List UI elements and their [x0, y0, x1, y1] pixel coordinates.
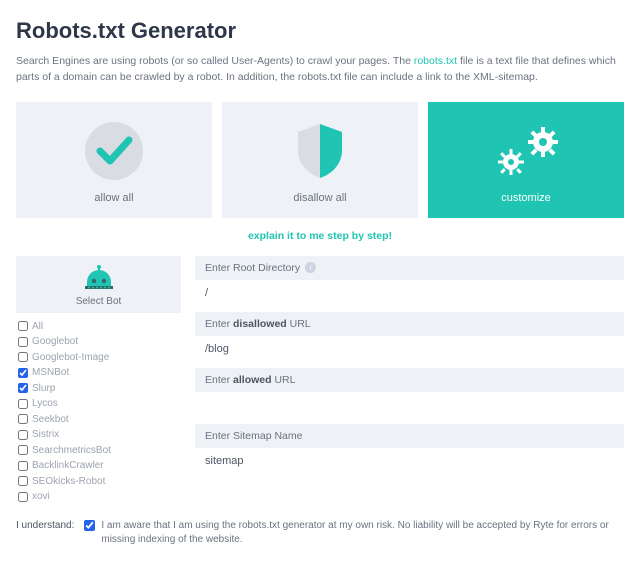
bot-item[interactable]: All	[18, 319, 181, 335]
bot-item[interactable]: Googlebot	[18, 334, 181, 350]
allow-all-label: allow all	[94, 192, 133, 204]
shield-icon	[292, 120, 348, 182]
bot-item-label: Googlebot-Image	[32, 350, 109, 366]
sitemap-label: Enter Sitemap Name	[195, 424, 624, 448]
bot-checkbox[interactable]	[18, 383, 28, 393]
bot-checkbox[interactable]	[18, 414, 28, 424]
bot-item[interactable]: SearchmetricsBot	[18, 443, 181, 459]
checkmark-icon	[83, 120, 145, 182]
consent-label: I understand:	[16, 519, 74, 531]
allowed-url-input[interactable]	[195, 392, 624, 418]
allowed-url-group: Enter allowed URL	[195, 368, 624, 418]
bot-item-label: SEOkicks-Robot	[32, 474, 105, 490]
disallow-label-bold: disallowed	[233, 318, 287, 330]
explain-link[interactable]: explain it to me step by step!	[16, 230, 624, 242]
bot-list: AllGooglebotGooglebot-ImageMSNBotSlurpLy…	[16, 313, 181, 507]
robots-txt-link[interactable]: robots.txt	[414, 55, 457, 67]
bot-item-label: Slurp	[32, 381, 55, 397]
bot-item-label: All	[32, 319, 43, 335]
page-title: Robots.txt Generator	[16, 18, 624, 44]
allow-label-pre: Enter	[205, 374, 233, 386]
root-directory-label: Enter Root Directory i	[195, 256, 624, 280]
bot-item[interactable]: Seekbot	[18, 412, 181, 428]
gears-icon	[491, 120, 561, 182]
intro-text: Search Engines are using robots (or so c…	[16, 54, 624, 86]
bot-checkbox[interactable]	[18, 492, 28, 502]
bot-checkbox[interactable]	[18, 352, 28, 362]
bot-checkbox[interactable]	[18, 368, 28, 378]
sitemap-label-text: Enter Sitemap Name	[205, 430, 302, 442]
sitemap-group: Enter Sitemap Name	[195, 424, 624, 474]
bot-item-label: Seekbot	[32, 412, 69, 428]
disallowed-url-label: Enter disallowed URL	[195, 312, 624, 336]
bot-item[interactable]: Slurp	[18, 381, 181, 397]
intro-pre: Search Engines are using robots (or so c…	[16, 55, 414, 67]
sitemap-input[interactable]	[195, 448, 624, 474]
bot-item-label: BacklinkCrawler	[32, 458, 104, 474]
bot-checkbox[interactable]	[18, 461, 28, 471]
allow-all-card[interactable]: allow all	[16, 102, 212, 218]
bot-item-label: Googlebot	[32, 334, 78, 350]
disallowed-url-group: Enter disallowed URL	[195, 312, 624, 362]
info-icon[interactable]: i	[305, 262, 316, 273]
bot-checkbox[interactable]	[18, 321, 28, 331]
bot-item[interactable]: Googlebot-Image	[18, 350, 181, 366]
bot-item[interactable]: Sistrix	[18, 427, 181, 443]
bot-item-label: xovi	[32, 489, 50, 505]
bot-checkbox[interactable]	[18, 476, 28, 486]
bot-panel-title: Select Bot	[76, 296, 122, 307]
bot-item-label: Lycos	[32, 396, 58, 412]
disallowed-url-input[interactable]	[195, 336, 624, 362]
bot-item-label: SearchmetricsBot	[32, 443, 111, 459]
root-directory-input[interactable]	[195, 280, 624, 306]
bot-item[interactable]: xovi	[18, 489, 181, 505]
consent-text: I am aware that I am using the robots.tx…	[101, 519, 624, 548]
bot-item[interactable]: Lycos	[18, 396, 181, 412]
fields-column: Enter Root Directory i Enter disallowed …	[195, 256, 624, 507]
customize-card[interactable]: customize	[428, 102, 624, 218]
bot-item-label: MSNBot	[32, 365, 69, 381]
disallow-all-card[interactable]: disallow all	[222, 102, 418, 218]
allow-label-post: URL	[272, 374, 296, 386]
bot-checkbox[interactable]	[18, 337, 28, 347]
disallow-label-post: URL	[287, 318, 311, 330]
root-directory-label-text: Enter Root Directory	[205, 262, 300, 274]
robot-icon	[79, 264, 119, 294]
consent-row: I understand: I am aware that I am using…	[16, 519, 624, 548]
form-area: Select Bot AllGooglebotGooglebot-ImageMS…	[16, 256, 624, 507]
bot-item-label: Sistrix	[32, 427, 59, 443]
allow-label-bold: allowed	[233, 374, 272, 386]
disallow-all-label: disallow all	[293, 192, 346, 204]
bot-checkbox[interactable]	[18, 430, 28, 440]
disallow-label-pre: Enter	[205, 318, 233, 330]
bot-panel-header: Select Bot	[16, 256, 181, 313]
bot-checkbox[interactable]	[18, 445, 28, 455]
customize-label: customize	[501, 192, 551, 204]
mode-cards: allow all disallow all	[16, 102, 624, 218]
allowed-url-label: Enter allowed URL	[195, 368, 624, 392]
bot-item[interactable]: MSNBot	[18, 365, 181, 381]
root-directory-group: Enter Root Directory i	[195, 256, 624, 306]
bot-panel: Select Bot AllGooglebotGooglebot-ImageMS…	[16, 256, 181, 507]
bot-item[interactable]: BacklinkCrawler	[18, 458, 181, 474]
bot-checkbox[interactable]	[18, 399, 28, 409]
consent-checkbox[interactable]	[84, 520, 95, 531]
bot-item[interactable]: SEOkicks-Robot	[18, 474, 181, 490]
